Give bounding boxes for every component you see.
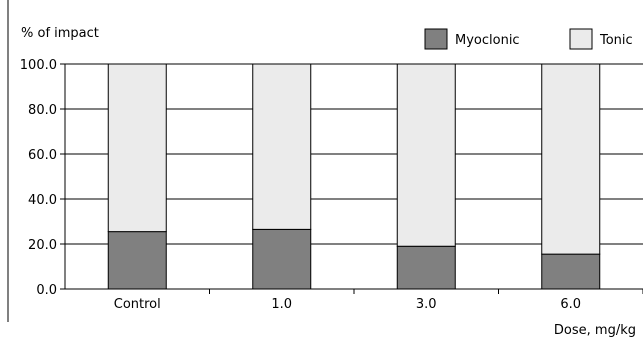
- bar-myoclonic: [107, 231, 167, 290]
- y-axis-label: % of impact: [21, 26, 99, 41]
- x-tick-label: 1.0: [271, 297, 292, 312]
- x-tick-label: 6.0: [560, 297, 581, 312]
- legend-swatch-tonic: [569, 28, 593, 50]
- bars: [107, 63, 601, 290]
- x-tick-labels: Control 1.0 3.0 6.0: [114, 297, 581, 312]
- y-tick-label: 80.0: [28, 103, 57, 118]
- x-tick-label: 3.0: [416, 297, 437, 312]
- legend: Myoclonic Tonic: [424, 28, 633, 50]
- bar-myoclonic: [541, 253, 601, 290]
- y-tick-label: 0.0: [36, 283, 57, 298]
- y-tick-labels: 0.0 20.0 40.0 60.0 80.0 100.0: [20, 58, 57, 298]
- bar-myoclonic: [396, 245, 456, 290]
- legend-swatch-myoclonic: [424, 28, 448, 50]
- legend-label-tonic: Tonic: [599, 33, 633, 48]
- y-tick-label: 100.0: [20, 58, 57, 73]
- bar-tonic: [396, 63, 456, 247]
- axes: [64, 64, 643, 294]
- bar-tonic: [541, 63, 601, 255]
- legend-label-myoclonic: Myoclonic: [455, 33, 520, 48]
- y-tick-label: 40.0: [28, 193, 57, 208]
- bar-tonic: [107, 63, 167, 233]
- x-tick-label: Control: [114, 297, 161, 312]
- bar-myoclonic: [252, 228, 312, 290]
- y-tick-label: 20.0: [28, 238, 57, 253]
- bar-tonic: [252, 63, 312, 230]
- x-axis-label: Dose, mg/kg: [554, 323, 636, 338]
- y-tick-label: 60.0: [28, 148, 57, 163]
